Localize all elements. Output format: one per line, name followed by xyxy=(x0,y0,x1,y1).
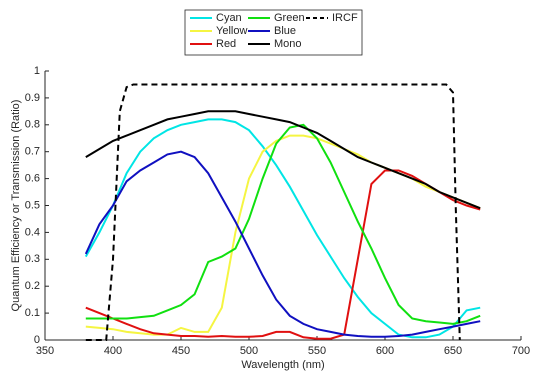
legend-label: IRCF xyxy=(332,12,358,24)
y-tick-label: 0 xyxy=(34,334,40,346)
x-tick-label: 500 xyxy=(240,345,258,357)
x-tick-label: 400 xyxy=(104,345,122,357)
x-axis-label: Wavelength (nm) xyxy=(241,359,324,371)
series-line xyxy=(85,134,481,336)
y-tick-label: 0.8 xyxy=(25,119,40,131)
x-tick-label: 600 xyxy=(376,345,394,357)
x-tick-label: 350 xyxy=(36,345,54,357)
y-tick-label: 0.7 xyxy=(25,146,40,158)
x-tick-label: 700 xyxy=(512,345,530,357)
legend-label: Yellow xyxy=(216,25,247,37)
legend-label: Green xyxy=(274,12,305,24)
legend-label: Red xyxy=(216,38,236,50)
x-tick-label: 550 xyxy=(308,345,326,357)
series-line xyxy=(85,110,481,210)
series-line xyxy=(84,118,481,339)
y-tick-label: 0.5 xyxy=(25,199,40,211)
y-tick-label: 1 xyxy=(34,65,40,77)
series-line xyxy=(84,150,481,338)
y-tick-label: 0.1 xyxy=(25,307,40,319)
legend-label: Blue xyxy=(274,25,296,37)
y-tick-label: 0.9 xyxy=(25,92,40,104)
legend-box xyxy=(184,9,363,56)
series-line xyxy=(85,123,481,325)
x-tick-label: 450 xyxy=(172,345,190,357)
x-tick-label: 650 xyxy=(444,345,462,357)
series-line xyxy=(85,169,481,340)
series-line xyxy=(85,83,461,341)
y-tick-label: 0.2 xyxy=(25,280,40,292)
y-tick-label: 0.3 xyxy=(25,253,40,265)
y-axis-label: Quantum Efficiency or Transmission (Rati… xyxy=(10,100,22,312)
y-tick-label: 0.6 xyxy=(25,173,40,185)
y-tick-label: 0.4 xyxy=(25,226,40,238)
legend-label: Mono xyxy=(274,38,302,50)
legend-label: Cyan xyxy=(216,12,242,24)
